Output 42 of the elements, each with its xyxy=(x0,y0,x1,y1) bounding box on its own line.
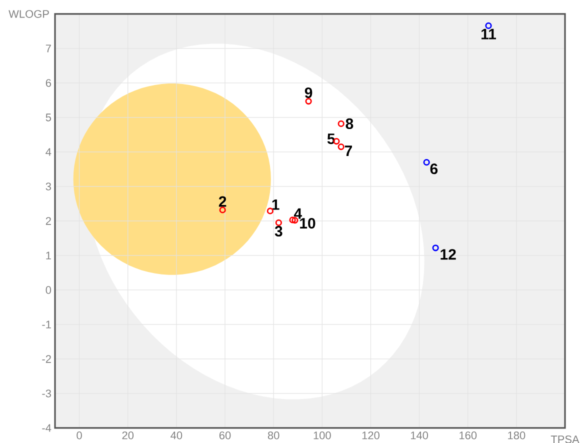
annotation: 1 xyxy=(272,199,280,210)
y-tick-label: 6 xyxy=(46,79,52,87)
annotation: 7 xyxy=(344,146,352,156)
y-tick-label: 4 xyxy=(46,148,52,156)
point xyxy=(432,244,439,252)
point xyxy=(338,144,344,150)
y-tick-label: 7 xyxy=(46,44,51,52)
x-tick-label: 80 xyxy=(268,432,280,440)
y-tick-label: 5 xyxy=(46,114,52,122)
annotation: 9 xyxy=(304,87,312,98)
point xyxy=(266,208,274,214)
annotation: 4 xyxy=(294,208,302,219)
x-axis-title: TPSA xyxy=(550,436,580,443)
x-tick-label: 180 xyxy=(508,432,526,440)
x-tick-label: 140 xyxy=(410,432,428,440)
y-tick-label: 0 xyxy=(46,286,52,294)
y-tick-label: 1 xyxy=(46,252,51,260)
x-tick-label: 60 xyxy=(219,432,231,440)
annotation: 11 xyxy=(482,28,496,40)
annotation: 6 xyxy=(430,164,438,174)
x-tick-label: 20 xyxy=(122,432,134,440)
point xyxy=(305,98,312,105)
annotation: 12 xyxy=(440,249,456,260)
x-tick-label: 120 xyxy=(362,432,380,440)
y-tick-label: -2 xyxy=(42,355,51,363)
x-tick-label: 100 xyxy=(314,432,331,440)
annotation: 8 xyxy=(346,118,354,129)
point xyxy=(423,159,430,166)
x-tick-label: 160 xyxy=(460,432,477,440)
point xyxy=(219,206,226,214)
y-tick-label: 3 xyxy=(46,182,52,190)
annotation: 3 xyxy=(274,226,282,237)
point xyxy=(338,120,344,127)
y-axis-title: WLOGP xyxy=(8,10,49,18)
x-tick-label: 40 xyxy=(170,432,182,440)
annotation: 2 xyxy=(218,196,226,207)
y-tick-label: -1 xyxy=(42,320,51,328)
x-tick-label: 0 xyxy=(76,432,82,440)
annotation: 10 xyxy=(300,218,316,229)
y-tick-label: 2 xyxy=(46,217,51,225)
y-tick-label: -3 xyxy=(42,390,52,398)
y-tick-label: -4 xyxy=(42,424,52,432)
